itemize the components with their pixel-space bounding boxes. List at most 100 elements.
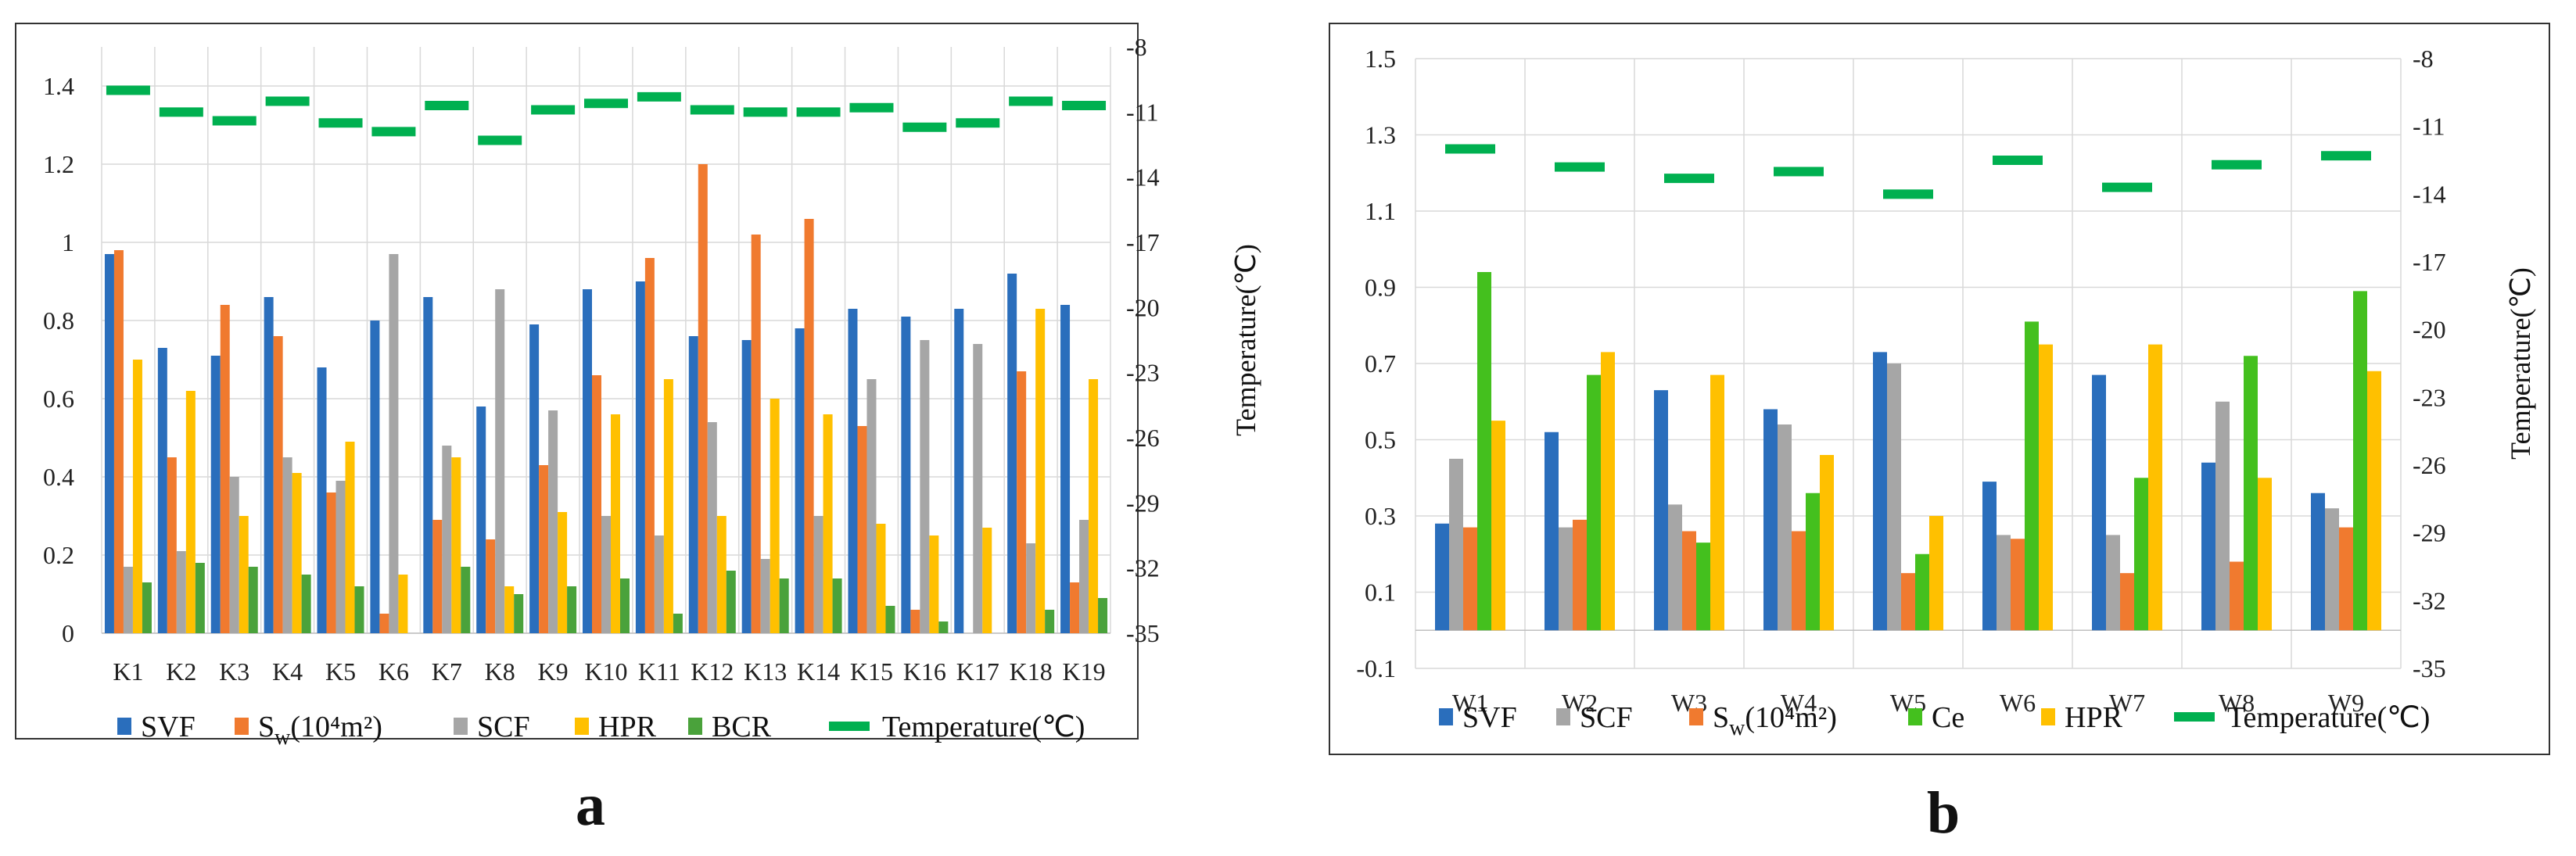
bar-ce — [1696, 543, 1710, 631]
bar-svf — [954, 309, 964, 633]
bar-ce — [2353, 291, 2367, 631]
bar-ce — [1915, 553, 1929, 631]
y2-tick-label: -35 — [1126, 619, 1160, 647]
y-tick-label: 0.7 — [1365, 349, 1396, 378]
bar-scf — [495, 289, 505, 633]
bar-sw — [220, 305, 230, 633]
bar-svf — [2201, 462, 2215, 631]
bar-svf — [104, 254, 114, 633]
bar-svf — [423, 297, 433, 633]
bar-bcr — [195, 563, 205, 633]
bar-bcr — [301, 575, 311, 633]
bar-hpr — [1035, 309, 1046, 633]
x-tick-label: K15 — [850, 657, 893, 686]
legend-label-svf: SVF — [1462, 701, 1517, 734]
bar-sw — [857, 426, 867, 633]
bar-sw — [1070, 582, 1080, 633]
bar-ce — [1587, 374, 1601, 631]
x-tick-label: W4 — [1781, 689, 1817, 717]
x-tick-label: K4 — [272, 657, 303, 686]
legend-label-sw: Sw(10⁴m²) — [1713, 701, 1837, 740]
bar-scf — [548, 410, 558, 633]
bar-hpr — [504, 586, 515, 633]
y2-tick-label: -8 — [1126, 33, 1147, 61]
bar-svf — [370, 321, 380, 633]
bar-sw — [698, 164, 708, 633]
bar-ce — [2025, 321, 2039, 631]
bar-sw — [644, 258, 655, 633]
x-tick-label: K2 — [166, 657, 196, 686]
bar-bcr — [461, 567, 471, 633]
panel-frame — [1329, 23, 2550, 755]
x-tick-label: K14 — [797, 657, 840, 686]
y-tick-label: 0.4 — [43, 463, 74, 491]
legend-label-temperature: Temperature(℃) — [2227, 701, 2430, 734]
legend-label-temperature: Temperature(℃) — [882, 711, 1085, 743]
bar-svf — [1982, 482, 1997, 631]
bar-sw — [1463, 527, 1477, 631]
bar-svf — [1007, 274, 1017, 633]
bar-scf — [654, 535, 664, 633]
legend-label-scf: SCF — [1580, 701, 1633, 734]
bar-bcr — [885, 606, 895, 633]
bar-scf — [973, 344, 983, 633]
bar-hpr — [982, 528, 992, 633]
x-tick-label: W1 — [1452, 689, 1488, 717]
bar-hpr — [2367, 371, 2381, 631]
y2-tick-label: -17 — [1126, 228, 1160, 256]
legend-swatch-svf — [1439, 708, 1453, 725]
bar-svf — [688, 336, 698, 633]
bar-hpr — [929, 535, 939, 633]
bar-svf — [529, 324, 540, 633]
y2-tick-label: -8 — [2413, 45, 2434, 73]
y2-tick-label: -14 — [1126, 163, 1160, 192]
y-tick-label: 1.1 — [1365, 197, 1396, 225]
bar-svf — [2092, 374, 2106, 631]
bar-bcr — [514, 594, 524, 633]
bar-hpr — [1491, 421, 1505, 631]
bar-scf — [866, 379, 877, 633]
bar-svf — [635, 281, 645, 633]
y2-tick-label: -26 — [1126, 424, 1160, 452]
bar-scf — [335, 481, 346, 633]
bar-ce — [2134, 478, 2148, 631]
x-tick-label: K9 — [538, 657, 569, 686]
bar-svf — [2311, 492, 2325, 631]
y-tick-label: 0.1 — [1365, 578, 1396, 607]
bar-svf — [1654, 390, 1668, 631]
bar-scf — [176, 551, 186, 633]
bar-scf — [1887, 364, 1901, 631]
bar-scf — [442, 446, 452, 633]
bar-svf — [157, 348, 167, 633]
x-tick-label: K11 — [638, 657, 680, 686]
y-tick-label: 0.2 — [43, 541, 74, 569]
bar-svf — [741, 340, 752, 633]
panel-frame — [15, 23, 1139, 740]
bar-scf — [601, 516, 611, 633]
bar-bcr — [832, 578, 842, 633]
bar-hpr — [2148, 344, 2162, 631]
y2-tick-label: -17 — [2413, 248, 2446, 276]
bar-svf — [210, 356, 221, 633]
legend-swatch-hpr — [575, 718, 589, 735]
bar-hpr — [611, 414, 620, 633]
x-tick-label: W6 — [2000, 689, 2036, 717]
y-tick-label: 1.4 — [43, 72, 74, 100]
y2-tick-label: -26 — [2413, 451, 2446, 479]
bar-hpr — [876, 524, 886, 633]
y-tick-label: 0.3 — [1365, 502, 1396, 530]
bar-bcr — [567, 586, 577, 633]
bar-sw — [1901, 573, 1915, 631]
panel-label: b — [1927, 780, 1960, 846]
bar-sw — [2011, 539, 2025, 631]
bar-sw — [273, 336, 283, 633]
y2-tick-label: -23 — [2413, 383, 2446, 411]
y2-tick-label: -32 — [1126, 554, 1160, 582]
bar-sw — [486, 539, 496, 633]
legend-swatch-scf — [1556, 708, 1570, 725]
bar-sw — [1573, 519, 1587, 631]
bar-hpr — [823, 414, 833, 633]
legend-swatch-svf — [117, 718, 131, 735]
bar-bcr — [726, 571, 736, 633]
